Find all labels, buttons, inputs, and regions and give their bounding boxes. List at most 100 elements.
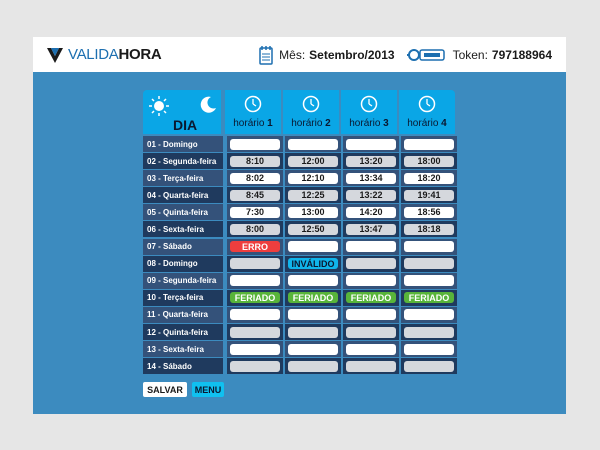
time-cell: FERIADO: [401, 289, 457, 306]
time-cell: [343, 238, 399, 255]
time-input[interactable]: [288, 343, 338, 355]
time-cell: [285, 238, 341, 255]
month-value: Setembro/2013: [309, 47, 395, 62]
time-input[interactable]: FERIADO: [230, 292, 280, 304]
time-input[interactable]: 8:02: [230, 172, 280, 184]
time-input[interactable]: 8:00: [230, 223, 280, 235]
time-input[interactable]: [404, 275, 454, 287]
time-input[interactable]: 12:00: [288, 155, 338, 167]
time-input[interactable]: [346, 138, 396, 150]
time-input[interactable]: 18:20: [404, 172, 454, 184]
horario-label: horário: [233, 118, 265, 129]
time-input[interactable]: [230, 343, 280, 355]
time-input[interactable]: 19:41: [404, 189, 454, 201]
table-row: 02 - Segunda-feira 8:10 12:00 13:20 18:00: [143, 153, 457, 170]
time-cell: [227, 272, 283, 289]
time-input[interactable]: [288, 309, 338, 321]
time-input[interactable]: 13:22: [346, 189, 396, 201]
time-input[interactable]: 18:56: [404, 206, 454, 218]
day-label: 03 - Terça-feira: [143, 170, 223, 187]
clock-icon: [244, 95, 262, 113]
time-input[interactable]: [404, 241, 454, 253]
time-input[interactable]: FERIADO: [404, 292, 454, 304]
time-input[interactable]: [404, 343, 454, 355]
time-input[interactable]: [404, 309, 454, 321]
table-header: DIA horário 1 horário 2 horár: [143, 90, 457, 136]
time-input[interactable]: 12:50: [288, 223, 338, 235]
time-input[interactable]: 13:00: [288, 206, 338, 218]
horario-label: horário: [407, 118, 439, 129]
time-input[interactable]: 13:34: [346, 172, 396, 184]
time-cell: 18:56: [401, 204, 457, 221]
time-input[interactable]: 8:10: [230, 155, 280, 167]
time-input[interactable]: FERIADO: [346, 292, 396, 304]
time-cell: [343, 272, 399, 289]
time-cell: 8:10: [227, 153, 283, 170]
time-input[interactable]: [346, 360, 396, 372]
time-cell: [401, 341, 457, 358]
time-input[interactable]: [288, 275, 338, 287]
save-button[interactable]: SALVAR: [143, 382, 187, 397]
time-input[interactable]: 18:18: [404, 223, 454, 235]
sun-icon: [149, 96, 169, 116]
time-input[interactable]: [346, 326, 396, 338]
time-input[interactable]: [346, 309, 396, 321]
time-input[interactable]: 18:00: [404, 155, 454, 167]
time-input[interactable]: [346, 275, 396, 287]
time-input[interactable]: [346, 258, 396, 270]
time-input[interactable]: [346, 343, 396, 355]
time-input[interactable]: 13:47: [346, 223, 396, 235]
time-input[interactable]: [230, 326, 280, 338]
time-input[interactable]: [288, 360, 338, 372]
time-cell: 19:41: [401, 187, 457, 204]
time-input[interactable]: [404, 360, 454, 372]
time-cell: [227, 358, 283, 375]
table-row: 06 - Sexta-feira 8:00 12:50 13:47 18:18: [143, 221, 457, 238]
time-cell: 18:18: [401, 221, 457, 238]
horario-label: horário: [291, 118, 323, 129]
time-input[interactable]: [288, 241, 338, 253]
action-bar: SALVAR MENU: [143, 382, 224, 397]
time-input[interactable]: INVÁLIDO: [288, 258, 338, 270]
time-cell: [285, 324, 341, 341]
time-input[interactable]: 8:45: [230, 189, 280, 201]
table-row: 01 - Domingo: [143, 136, 457, 153]
day-header-label: DIA: [173, 117, 198, 133]
time-input[interactable]: [404, 326, 454, 338]
time-input[interactable]: 14:20: [346, 206, 396, 218]
clock-icon: [360, 95, 378, 113]
time-input[interactable]: [404, 258, 454, 270]
time-input[interactable]: [288, 138, 338, 150]
table-row: 04 - Quarta-feira 8:45 12:25 13:22 19:41: [143, 187, 457, 204]
time-input[interactable]: [230, 309, 280, 321]
time-cell: [227, 324, 283, 341]
horario-number: 4: [441, 118, 447, 129]
time-input[interactable]: [230, 258, 280, 270]
time-input[interactable]: 13:20: [346, 155, 396, 167]
day-label: 12 - Quinta-feira: [143, 324, 223, 341]
table-row: 03 - Terça-feira 8:02 12:10 13:34 18:20: [143, 170, 457, 187]
time-input[interactable]: ERRO: [230, 241, 280, 253]
time-cell: [343, 324, 399, 341]
time-input[interactable]: 12:10: [288, 172, 338, 184]
time-input[interactable]: [230, 138, 280, 150]
horario-2-header: horário 2: [283, 90, 339, 134]
horario-number: 2: [325, 118, 331, 129]
time-cell: [285, 272, 341, 289]
time-input[interactable]: [346, 241, 396, 253]
time-cell: 8:02: [227, 170, 283, 187]
time-cell: 12:25: [285, 187, 341, 204]
time-input[interactable]: [230, 275, 280, 287]
time-input[interactable]: [230, 360, 280, 372]
time-input[interactable]: [288, 326, 338, 338]
day-label: 01 - Domingo: [143, 136, 223, 152]
time-input[interactable]: 7:30: [230, 206, 280, 218]
day-label: 05 - Quinta-feira: [143, 204, 223, 221]
time-input[interactable]: 12:25: [288, 189, 338, 201]
menu-button[interactable]: MENU: [192, 382, 224, 397]
time-cell: [227, 341, 283, 358]
time-input[interactable]: FERIADO: [288, 292, 338, 304]
time-cell: 13:00: [285, 204, 341, 221]
time-input[interactable]: [404, 138, 454, 150]
day-column-header: DIA: [143, 90, 221, 134]
